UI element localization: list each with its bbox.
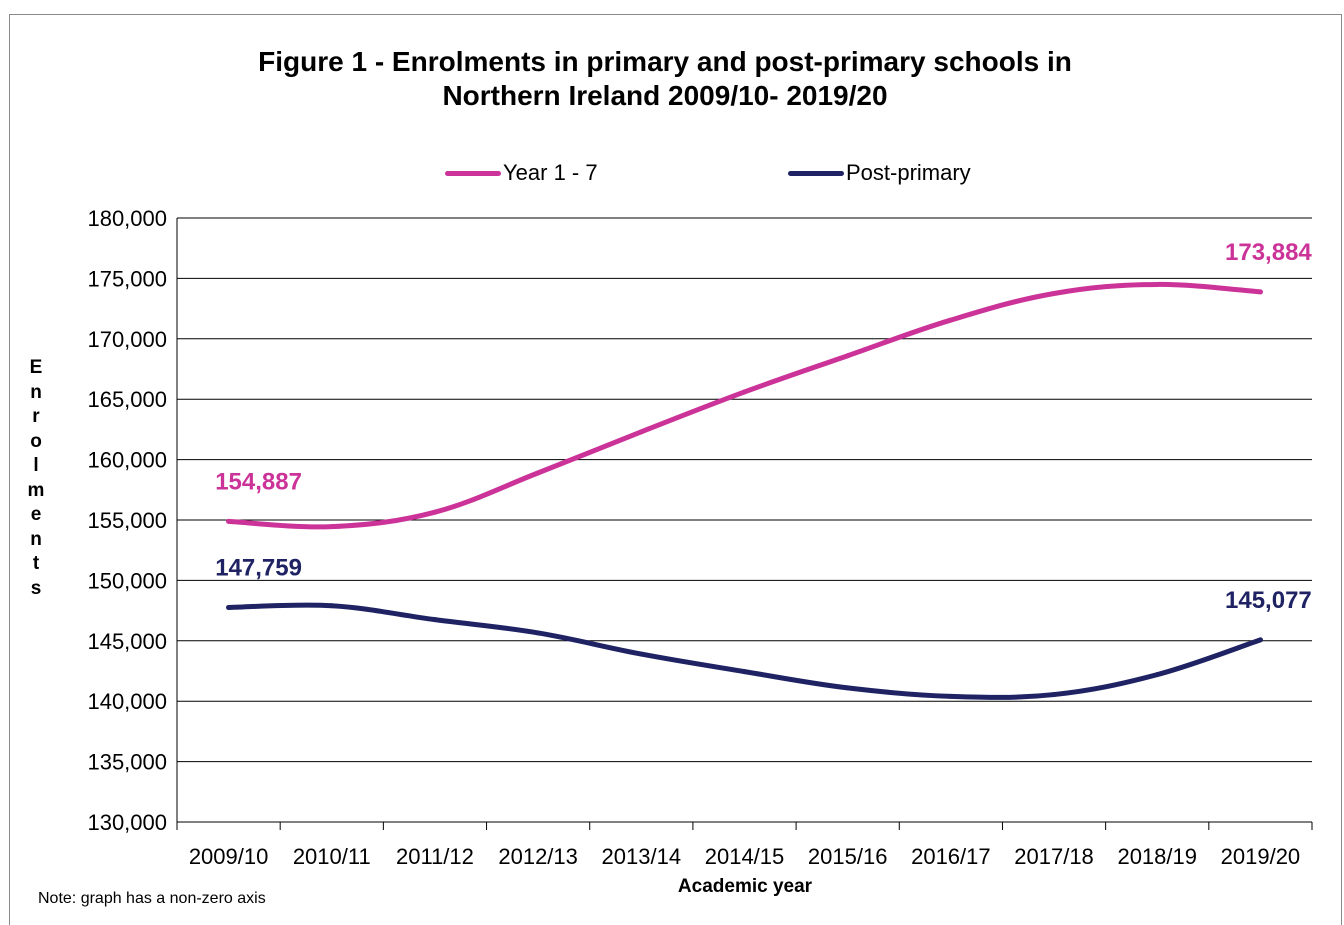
data-point-year-1-7 <box>845 353 851 359</box>
data-point-post-primary <box>948 693 954 699</box>
y-axis-label-letter: r <box>32 406 40 427</box>
x-tick-label: 2011/12 <box>396 844 474 869</box>
y-tick-label: 180,000 <box>87 206 167 231</box>
y-tick-label: 140,000 <box>87 689 167 714</box>
data-point-post-primary <box>535 630 541 636</box>
data-label-year-1-7: 154,887 <box>215 468 302 495</box>
data-point-year-1-7 <box>535 470 541 476</box>
y-axis-label-letter: l <box>33 455 39 476</box>
chart-title: Figure 1 - Enrolments in primary and pos… <box>0 45 1330 113</box>
y-tick-label: 160,000 <box>87 448 167 473</box>
y-tick-label: 145,000 <box>87 629 167 654</box>
data-point-post-primary <box>742 669 747 675</box>
y-axis-label-letter: E <box>29 357 43 378</box>
legend: Year 1 - 7 Post-primary <box>0 160 1344 190</box>
data-point-year-1-7 <box>1154 281 1160 287</box>
x-tick-label: 2010/11 <box>293 844 371 869</box>
y-tick-label: 150,000 <box>87 568 167 593</box>
data-label-post-primary: 147,759 <box>215 554 302 581</box>
data-point-year-1-7 <box>1051 291 1057 296</box>
x-tick-label: 2019/20 <box>1221 844 1301 869</box>
y-tick-label: 155,000 <box>87 508 167 533</box>
legend-swatch-year-1-7 <box>445 170 501 176</box>
y-axis-label-letter: s <box>30 577 42 599</box>
x-axis-label: Academic year <box>677 876 813 897</box>
y-axis-label-letter: n <box>30 528 42 550</box>
data-point-year-1-7 <box>638 429 644 435</box>
y-axis-label-letter: t <box>32 553 40 574</box>
x-tick-label: 2015/16 <box>808 844 888 869</box>
legend-label-year-1-7: Year 1 - 7 <box>503 160 598 185</box>
data-point-post-primary <box>638 651 644 657</box>
data-point-post-primary <box>432 617 438 623</box>
y-tick-label: 175,000 <box>87 266 167 291</box>
x-tick-label: 2013/14 <box>602 844 682 869</box>
y-tick-label: 135,000 <box>87 750 167 775</box>
data-point-year-1-7 <box>432 509 438 515</box>
data-point-year-1-7 <box>742 389 747 395</box>
y-tick-label: 170,000 <box>87 327 167 352</box>
data-point-year-1-7 <box>1257 289 1263 295</box>
data-point-year-1-7 <box>948 317 954 323</box>
data-label-year-1-7: 173,884 <box>1225 239 1312 266</box>
y-axis-label-letter: n <box>30 381 42 403</box>
x-tick-label: 2009/10 <box>189 844 269 869</box>
x-tick-label: 2014/15 <box>705 844 785 869</box>
series-line-post-primary <box>226 602 1263 700</box>
x-tick-label: 2017/18 <box>1014 844 1094 869</box>
data-point-post-primary <box>226 604 232 610</box>
y-axis-label-letter: e <box>30 504 42 525</box>
data-point-year-1-7 <box>329 524 335 530</box>
data-point-year-1-7 <box>226 518 232 524</box>
chart-title-line-1: Figure 1 - Enrolments in primary and pos… <box>258 46 1072 77</box>
data-point-post-primary <box>1257 637 1263 643</box>
data-label-post-primary: 145,077 <box>1225 587 1312 614</box>
chart-title-line-2: Northern Ireland 2009/10- 2019/20 <box>442 80 888 111</box>
data-point-post-primary <box>1154 672 1160 678</box>
series-line-year-1-7 <box>226 281 1263 530</box>
x-tick-label: 2012/13 <box>498 844 578 869</box>
x-tick-label: 2018/19 <box>1117 844 1197 869</box>
data-point-post-primary <box>1051 692 1057 698</box>
chart-frame <box>9 14 1342 925</box>
data-point-post-primary <box>329 603 335 609</box>
y-axis-label-letter: m <box>27 479 45 501</box>
legend-item-post-primary: Post-primary <box>788 160 971 186</box>
data-point-post-primary <box>845 685 851 691</box>
axis-note: Note: graph has a non-zero axis <box>38 890 266 907</box>
y-tick-label: 130,000 <box>87 810 167 835</box>
y-tick-label: 165,000 <box>87 387 167 412</box>
x-tick-label: 2016/17 <box>911 844 991 869</box>
legend-item-year-1-7: Year 1 - 7 <box>445 160 598 186</box>
legend-label-post-primary: Post-primary <box>846 160 971 185</box>
legend-swatch-post-primary <box>788 170 844 176</box>
y-axis-label-letter: o <box>30 430 42 452</box>
